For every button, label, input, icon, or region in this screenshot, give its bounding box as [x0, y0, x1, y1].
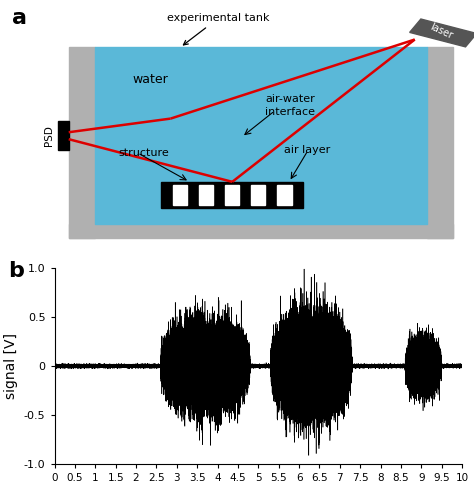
Bar — [58, 121, 69, 150]
Bar — [277, 185, 292, 205]
Text: structure: structure — [118, 148, 169, 158]
Text: PSD: PSD — [44, 125, 54, 146]
Bar — [427, 47, 453, 239]
Text: air-water
interface: air-water interface — [265, 94, 315, 117]
Text: a: a — [12, 8, 27, 28]
Text: laser: laser — [428, 22, 454, 41]
Y-axis label: signal [V]: signal [V] — [4, 333, 18, 399]
Text: water: water — [133, 73, 168, 85]
Bar — [251, 185, 265, 205]
Bar — [95, 47, 427, 224]
Text: b: b — [8, 261, 24, 281]
Polygon shape — [410, 19, 474, 47]
Bar — [225, 185, 239, 205]
Bar — [199, 185, 213, 205]
Text: air layer: air layer — [284, 145, 331, 155]
Text: experimental tank: experimental tank — [167, 14, 269, 45]
Bar — [69, 224, 453, 239]
Bar — [69, 47, 95, 239]
Bar — [173, 185, 187, 205]
Bar — [161, 182, 303, 208]
